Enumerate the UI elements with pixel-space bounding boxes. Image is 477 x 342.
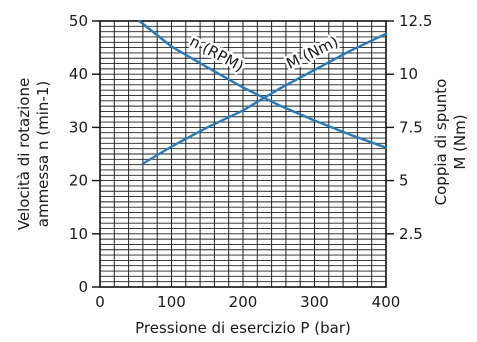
y-left-tick-label: 30 bbox=[69, 118, 88, 136]
x-tick-label: 0 bbox=[95, 293, 105, 311]
y-right-tick-label: 5 bbox=[399, 172, 409, 190]
y-left-tick-label: 50 bbox=[69, 12, 88, 30]
series-line-1 bbox=[141, 32, 388, 165]
series-label-text: M (Nm) bbox=[284, 32, 342, 72]
y-right-tick-label: 7.5 bbox=[399, 118, 423, 136]
series-layer bbox=[138, 19, 388, 165]
y-left-tick-label: 10 bbox=[69, 225, 88, 243]
grid-layer bbox=[99, 20, 387, 288]
x-tick-label: 400 bbox=[372, 293, 401, 311]
x-tick-label: 300 bbox=[300, 293, 329, 311]
y-right-axis-title: Coppia di spuntoM (Nm) bbox=[432, 79, 469, 206]
x-axis-title: Pressione di esercizio P (bar) bbox=[135, 319, 351, 337]
y-right-axis-title-line: Coppia di spunto bbox=[432, 79, 450, 206]
y-left-tick-label: 40 bbox=[69, 65, 88, 83]
axis-layer: 0 100 200 300 400 0 10 20 30 40 50 2.5 5 7.5 10 12.5 Pre… bbox=[15, 12, 469, 337]
series-label-group: M (Nm)M (Nm) bbox=[281, 30, 344, 75]
plot-frame bbox=[99, 20, 387, 288]
y-left-tick-label: 0 bbox=[78, 278, 88, 296]
y-right-tick-label: 10 bbox=[399, 65, 418, 83]
y-right-tick-label: 2.5 bbox=[399, 225, 423, 243]
y-left-axis-title-line: ammessa n (min-1) bbox=[34, 81, 52, 227]
y-right-axis-title-line: M (Nm) bbox=[451, 114, 469, 169]
y-left-axis-title-line: Velocità di rotazione bbox=[15, 78, 33, 230]
y-right-tick-label: 12.5 bbox=[399, 12, 432, 30]
x-tick-label: 100 bbox=[157, 293, 186, 311]
y-left-axis-title: Velocità di rotazioneammessa n (min-1) bbox=[15, 78, 52, 230]
y-left-tick-label: 20 bbox=[69, 172, 88, 190]
series-line-0 bbox=[138, 19, 388, 149]
x-tick-label: 200 bbox=[229, 293, 258, 311]
